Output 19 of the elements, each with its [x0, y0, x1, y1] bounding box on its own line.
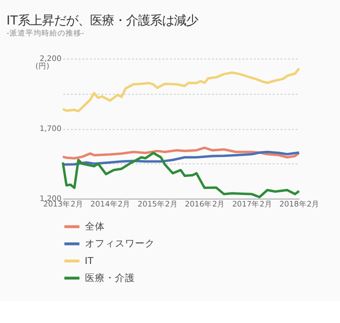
chart-subtitle: -派遣平均時給の推移-: [6, 28, 84, 38]
y-tick-label: 2,200: [40, 54, 62, 63]
x-tick-label: 2017年2月: [232, 200, 272, 209]
x-tick-label: 2016年2月: [184, 200, 226, 209]
legend-label: 医療・介護: [84, 272, 135, 284]
x-tick-label: 2013年2月: [43, 200, 84, 209]
line-series: [62, 146, 300, 160]
legend-label: オフィスワーク: [84, 238, 155, 250]
legend-label: IT: [84, 256, 94, 267]
line-series: [62, 67, 300, 112]
x-tick-label: 2015年2月: [138, 200, 178, 209]
y-axis-title: (円): [35, 62, 50, 71]
legend-label: 全体: [84, 220, 105, 233]
x-tick-label: 2018年2月: [279, 200, 320, 209]
line-series: [62, 152, 300, 198]
line-series: [62, 150, 300, 166]
y-tick-label: 1,700: [40, 124, 62, 133]
chart-title: IT系上昇だが、医療・介護系は減少: [6, 13, 198, 28]
x-tick-label: 2014年2月: [90, 200, 131, 209]
